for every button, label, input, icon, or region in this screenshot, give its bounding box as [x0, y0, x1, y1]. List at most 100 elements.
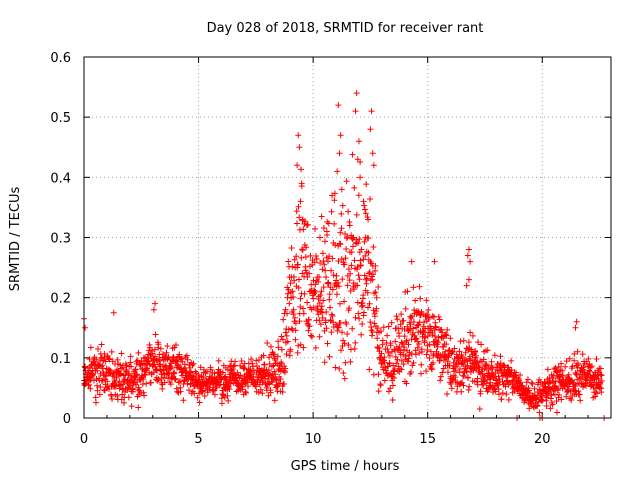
- data-point: [381, 359, 388, 366]
- data-point: [173, 385, 180, 392]
- data-point: [189, 362, 196, 369]
- data-point: [388, 319, 395, 326]
- data-point: [282, 365, 289, 372]
- data-point: [82, 363, 89, 370]
- data-point: [117, 370, 124, 377]
- data-point: [172, 375, 179, 382]
- data-point: [439, 329, 446, 336]
- data-point: [562, 363, 569, 370]
- data-point: [210, 387, 217, 394]
- data-point: [357, 257, 364, 264]
- data-point: [132, 381, 139, 388]
- data-point: [391, 365, 398, 372]
- data-point: [398, 357, 405, 364]
- data-point: [452, 363, 459, 370]
- data-point: [405, 355, 412, 362]
- tick-labels: 0 5 10 15 20 0 0.1 0.2 0.3 0.4 0.5 0.6: [50, 51, 550, 447]
- data-point: [410, 319, 417, 326]
- data-point: [152, 353, 159, 360]
- data-point: [294, 349, 301, 356]
- data-point: [428, 325, 435, 332]
- data-point: [593, 356, 600, 363]
- data-point: [133, 371, 140, 378]
- data-point: [456, 348, 463, 355]
- data-point: [472, 349, 479, 356]
- data-point: [395, 325, 402, 332]
- data-point: [201, 393, 208, 400]
- data-point: [360, 256, 367, 263]
- data-point: [315, 278, 322, 285]
- data-point: [354, 299, 361, 306]
- data-point: [385, 363, 392, 370]
- data-point: [480, 381, 487, 388]
- data-point: [505, 364, 512, 371]
- data-point: [277, 376, 284, 383]
- data-point: [116, 385, 123, 392]
- data-point: [260, 352, 267, 359]
- data-point: [473, 352, 480, 359]
- data-point: [337, 229, 344, 236]
- data-point: [426, 355, 433, 362]
- data-point: [337, 319, 344, 326]
- data-point: [435, 313, 442, 320]
- data-point: [381, 354, 388, 361]
- data-point: [297, 341, 304, 348]
- data-point: [279, 389, 286, 396]
- data-point: [328, 329, 335, 336]
- data-point: [415, 341, 422, 348]
- data-point: [287, 346, 294, 353]
- data-point: [437, 373, 444, 380]
- data-point: [572, 324, 579, 331]
- data-point: [426, 341, 433, 348]
- data-point: [588, 363, 595, 370]
- data-point: [295, 203, 302, 210]
- data-point: [485, 386, 492, 393]
- data-point: [525, 385, 532, 392]
- data-point: [345, 266, 352, 273]
- data-point: [355, 138, 362, 145]
- data-point: [287, 280, 294, 287]
- data-point: [329, 255, 336, 262]
- data-point: [327, 304, 334, 311]
- data-point: [145, 347, 152, 354]
- data-point: [114, 392, 121, 399]
- data-point: [159, 351, 166, 358]
- data-point: [434, 343, 441, 350]
- data-point: [331, 220, 338, 227]
- data-point: [175, 379, 182, 386]
- data-point: [442, 348, 449, 355]
- data-point: [424, 333, 431, 340]
- data-point: [219, 369, 226, 376]
- data-point: [330, 272, 337, 279]
- data-point: [118, 350, 125, 357]
- data-point: [299, 216, 306, 223]
- data-point: [154, 367, 161, 374]
- data-point: [319, 250, 326, 257]
- data-point: [94, 367, 101, 374]
- data-point: [443, 332, 450, 339]
- data-point: [392, 338, 399, 345]
- data-point: [553, 398, 560, 405]
- data-point: [368, 108, 375, 115]
- data-point: [352, 108, 359, 115]
- data-point: [559, 367, 566, 374]
- data-point: [343, 246, 350, 253]
- data-point: [157, 366, 164, 373]
- data-point: [295, 284, 302, 291]
- data-point: [325, 258, 332, 265]
- data-point: [360, 198, 367, 205]
- data-point: [127, 353, 134, 360]
- data-point: [82, 324, 89, 331]
- data-point: [346, 305, 353, 312]
- data-point: [92, 399, 99, 406]
- data-point: [94, 387, 101, 394]
- data-point: [338, 347, 345, 354]
- data-point: [412, 297, 419, 304]
- data-point: [248, 356, 255, 363]
- data-point: [437, 377, 444, 384]
- data-point: [414, 344, 421, 351]
- data-point: [300, 310, 307, 317]
- data-point: [335, 102, 342, 109]
- data-point: [463, 356, 470, 363]
- data-point: [362, 252, 369, 259]
